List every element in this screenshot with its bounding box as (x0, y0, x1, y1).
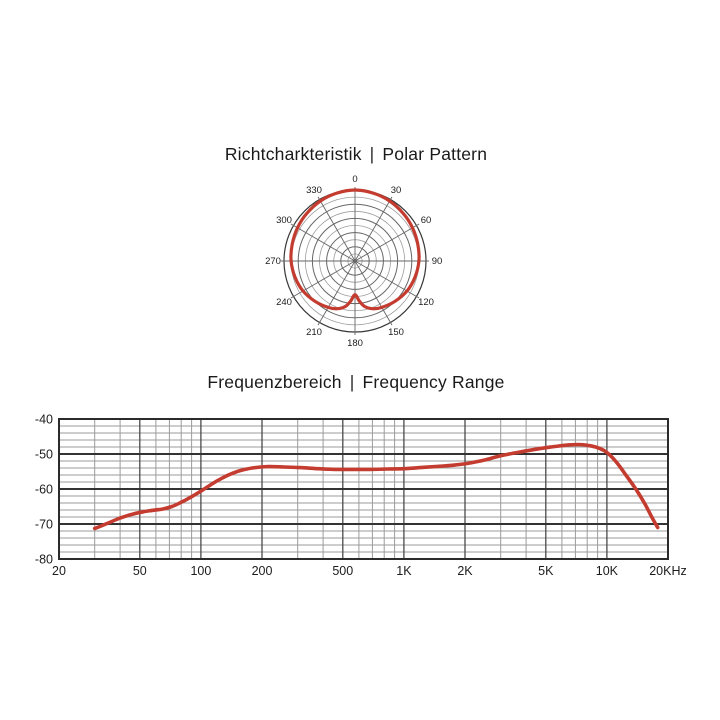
polar-angle-label-240: 240 (276, 297, 292, 308)
freq-y-label--70: -70 (35, 518, 53, 532)
polar-angle-label-270: 270 (265, 256, 281, 267)
freq-x-label-20: 20 (52, 564, 66, 578)
polar-section-title: Richtcharkteristik | Polar Pattern (0, 144, 712, 165)
polar-angle-label-210: 210 (306, 327, 322, 338)
freq-gridlines (59, 419, 668, 559)
freq-y-label--50: -50 (35, 448, 53, 462)
polar-title-separator: | (369, 144, 375, 164)
freq-x-label-2K: 2K (457, 564, 473, 578)
polar-angle-label-180: 180 (347, 338, 363, 349)
freq-title-english: Frequency Range (362, 372, 505, 392)
polar-pattern-curve (289, 188, 421, 311)
polar-angle-label-330: 330 (306, 185, 322, 196)
polar-title-english: Polar Pattern (382, 144, 488, 164)
polar-title-german: Richtcharkteristik (224, 144, 362, 164)
freq-x-label-5K: 5K (538, 564, 554, 578)
polar-angle-label-60: 60 (421, 215, 432, 226)
polar-radial-lines (281, 187, 429, 335)
polar-angle-label-30: 30 (391, 185, 402, 196)
freq-x-label-1K: 1K (396, 564, 412, 578)
freq-x-label-200: 200 (252, 564, 273, 578)
freq-x-label-100: 100 (190, 564, 211, 578)
freq-title-german: Frequenzbereich (207, 372, 342, 392)
freq-y-axis-labels: -40 -50 -60 -70 -80 (35, 413, 53, 567)
freq-section-title: Frequenzbereich | Frequency Range (0, 372, 712, 393)
polar-angle-label-90: 90 (432, 256, 443, 267)
polar-angle-label-0: 0 (352, 174, 357, 185)
freq-y-label--60: -60 (35, 483, 53, 497)
freq-y-label--40: -40 (35, 413, 53, 427)
freq-x-label-500: 500 (332, 564, 353, 578)
polar-angle-label-120: 120 (418, 297, 434, 308)
freq-plot-border (58, 418, 669, 560)
polar-pattern-chart: 0 30 60 90 120 150 180 210 240 270 300 330 (265, 174, 442, 349)
freq-x-label-10K: 10K (596, 564, 619, 578)
frequency-response-curve (92, 442, 660, 531)
freq-x-label-50: 50 (133, 564, 147, 578)
freq-y-label--80: -80 (35, 553, 53, 567)
polar-angle-labels: 0 30 60 90 120 150 180 210 240 270 300 330 (265, 174, 442, 349)
polar-angle-label-150: 150 (388, 327, 404, 338)
freq-x-axis-labels: 20 50 100 200 500 1K 2K 5K 10K 20KHz (52, 564, 687, 578)
freq-title-separator: | (349, 372, 355, 392)
polar-angle-label-300: 300 (276, 215, 292, 226)
freq-x-label-20KHz: 20KHz (649, 564, 687, 578)
